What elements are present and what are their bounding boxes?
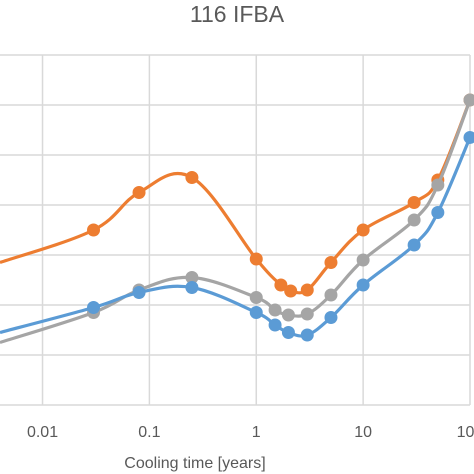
data-point [284, 284, 298, 298]
x-tick-label: 1 [252, 424, 261, 441]
x-tick-label: 10 [354, 424, 372, 441]
series-3 [0, 131, 474, 342]
data-point [268, 318, 282, 332]
data-point [281, 326, 295, 339]
data-point [281, 308, 295, 322]
data-point [87, 301, 101, 314]
data-point [87, 223, 101, 237]
data-point [463, 93, 474, 107]
series-1 [0, 93, 474, 298]
x-axis-title: Cooling time [years] [124, 455, 265, 472]
chart-title: 116 IFBA [190, 1, 285, 27]
series-layer [0, 93, 474, 345]
data-point [356, 278, 370, 292]
data-point [185, 281, 199, 294]
gridlines [0, 54, 471, 406]
data-point [249, 306, 263, 319]
data-point [356, 223, 370, 237]
data-point [300, 328, 314, 342]
data-point [132, 186, 146, 199]
data-point [407, 213, 421, 227]
data-point [463, 131, 474, 144]
data-point [407, 196, 421, 209]
data-point [431, 178, 445, 192]
data-point [268, 303, 282, 317]
data-point [300, 283, 314, 297]
x-tick-label: 0.1 [138, 424, 160, 441]
data-point [431, 206, 445, 219]
data-point [407, 238, 421, 252]
data-point [324, 256, 338, 269]
data-point [300, 307, 314, 321]
data-point [274, 278, 288, 292]
data-point [132, 286, 146, 299]
x-tick-label: 0.01 [27, 424, 58, 441]
data-point [185, 171, 199, 184]
data-point [324, 288, 338, 302]
data-point [249, 291, 263, 304]
data-point [324, 311, 338, 324]
data-point [356, 253, 370, 267]
x-tick-labels: 0.01 0.1 1 10 100 [27, 424, 474, 441]
data-point [185, 271, 199, 284]
x-tick-label: 100 [457, 424, 474, 441]
data-point [249, 252, 263, 266]
